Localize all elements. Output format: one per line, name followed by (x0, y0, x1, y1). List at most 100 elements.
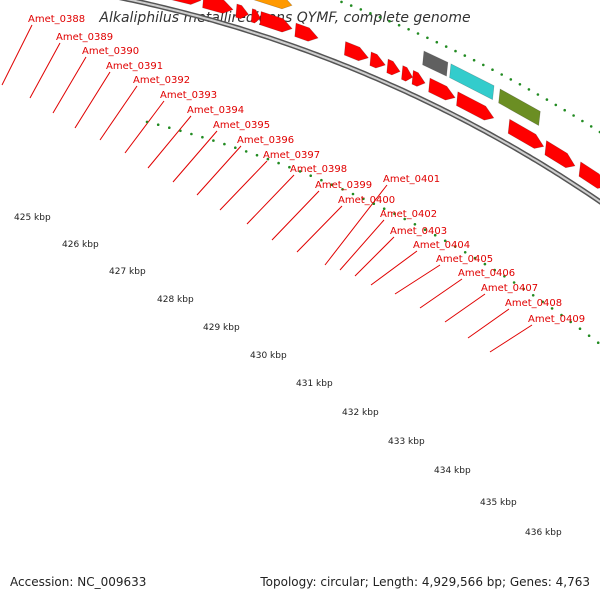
scale-dot (587, 334, 591, 338)
gene-feature (422, 50, 449, 77)
scale-dot (351, 192, 355, 196)
gene-label: Amet_0398 (290, 164, 347, 175)
scale-dot (512, 281, 516, 284)
outer-dot (349, 4, 353, 7)
scale-dot (493, 268, 497, 272)
gene-feature (343, 41, 369, 62)
outer-dot (554, 103, 558, 107)
topology-text: Topology: circular; Length: 4,929,566 bp… (259, 575, 590, 589)
outer-dot (340, 0, 343, 4)
gene-label: Amet_0403 (390, 226, 447, 237)
scale-label: 436 kbp (525, 528, 562, 538)
gene-leader-line (419, 278, 463, 309)
gene-leader-line (296, 205, 343, 253)
gene-leader-line (196, 145, 242, 196)
scale-label: 425 kbp (14, 213, 51, 223)
leader-lines (1, 24, 533, 353)
gene-feature (386, 58, 401, 76)
scale-dot (277, 161, 280, 165)
dotted-tracks (145, 0, 600, 345)
gene-leader-line (370, 250, 418, 286)
gene-leader-line (271, 190, 320, 241)
scale-dot (223, 142, 226, 146)
scale-dot (190, 132, 193, 136)
gene-label: Amet_0391 (106, 61, 163, 72)
scale-dot (596, 341, 600, 345)
gene-label: Amet_0405 (436, 254, 493, 265)
gene-leader-line (444, 293, 486, 323)
scale-dot (168, 126, 171, 129)
outer-dot (472, 58, 476, 62)
gene-leader-line (124, 100, 165, 154)
scale-dot (362, 197, 365, 201)
gene-label: Amet_0401 (383, 174, 440, 185)
gene-feature (259, 11, 293, 33)
scale-dot (569, 320, 572, 324)
gene-feature (449, 63, 495, 101)
gene-label: Amet_0400 (338, 195, 395, 206)
scale-label: 427 kbp (109, 267, 146, 277)
scale-dot (201, 135, 204, 139)
scale-dot (266, 157, 270, 161)
gene-leader-line (467, 308, 510, 339)
scale-dot (298, 170, 302, 173)
gene-label: Amet_0393 (160, 90, 217, 101)
scale-dot (443, 239, 447, 243)
scale-label: 431 kbp (296, 379, 333, 389)
gene-feature (235, 3, 249, 20)
gene-feature (428, 77, 456, 101)
scale-dot (145, 120, 149, 124)
outer-dot (454, 49, 457, 53)
gene-label: Amet_0390 (82, 46, 139, 57)
outer-dot (527, 88, 531, 91)
gene-leader-line (99, 85, 138, 141)
gene-feature (171, 0, 202, 5)
scale-dot (503, 275, 506, 278)
gene-label: Amet_0392 (133, 75, 190, 86)
scale-label: 428 kbp (157, 295, 194, 305)
outer-dot (435, 40, 439, 44)
scale-label: 426 kbp (62, 240, 99, 250)
scale-dot (531, 294, 535, 297)
gene-label: Amet_0399 (315, 180, 372, 191)
gene-label: Amet_0408 (505, 298, 562, 309)
scale-dot (578, 327, 582, 331)
scale-dot (382, 207, 386, 210)
gene-feature (202, 0, 234, 14)
gene-leader-line (394, 264, 441, 295)
scale-dot (423, 228, 427, 231)
gene-label: Amet_0389 (56, 32, 113, 43)
gene-leader-line (219, 160, 268, 211)
accession-text: Accession: NC_009633 (10, 575, 146, 589)
backbone-line (126, 0, 600, 203)
scale-dot (463, 251, 467, 254)
gene-feature (507, 118, 545, 149)
scale-label: 430 kbp (250, 351, 287, 361)
scale-dot (320, 178, 323, 182)
scale-dot (330, 183, 334, 186)
outer-dot (509, 78, 513, 81)
outer-dot (463, 54, 467, 57)
gene-label: Amet_0409 (528, 314, 585, 325)
scale-label: 433 kbp (388, 437, 425, 447)
outer-dot (545, 98, 549, 101)
scale-dot (234, 146, 237, 149)
gene-feature (253, 0, 293, 10)
gene-feature (250, 8, 261, 24)
gene-leader-line (172, 130, 218, 183)
gene-track (171, 0, 600, 189)
gene-label: Amet_0388 (28, 14, 85, 25)
scale-dot (255, 153, 259, 157)
gene-leader-line (147, 115, 192, 169)
scale-dot (403, 217, 407, 221)
gene-label: Amet_0406 (458, 268, 515, 279)
gene-labels: Amet_0388 Amet_0389 Amet_0390 Amet_0391 Amet… (28, 14, 585, 325)
outer-dot (572, 114, 575, 117)
gene-leader-line (246, 174, 295, 225)
scale-dot (341, 188, 344, 191)
gene-label: Amet_0395 (213, 120, 270, 131)
scale-dot (156, 123, 160, 126)
gene-leader-line (52, 56, 87, 114)
outer-dot (426, 36, 429, 40)
